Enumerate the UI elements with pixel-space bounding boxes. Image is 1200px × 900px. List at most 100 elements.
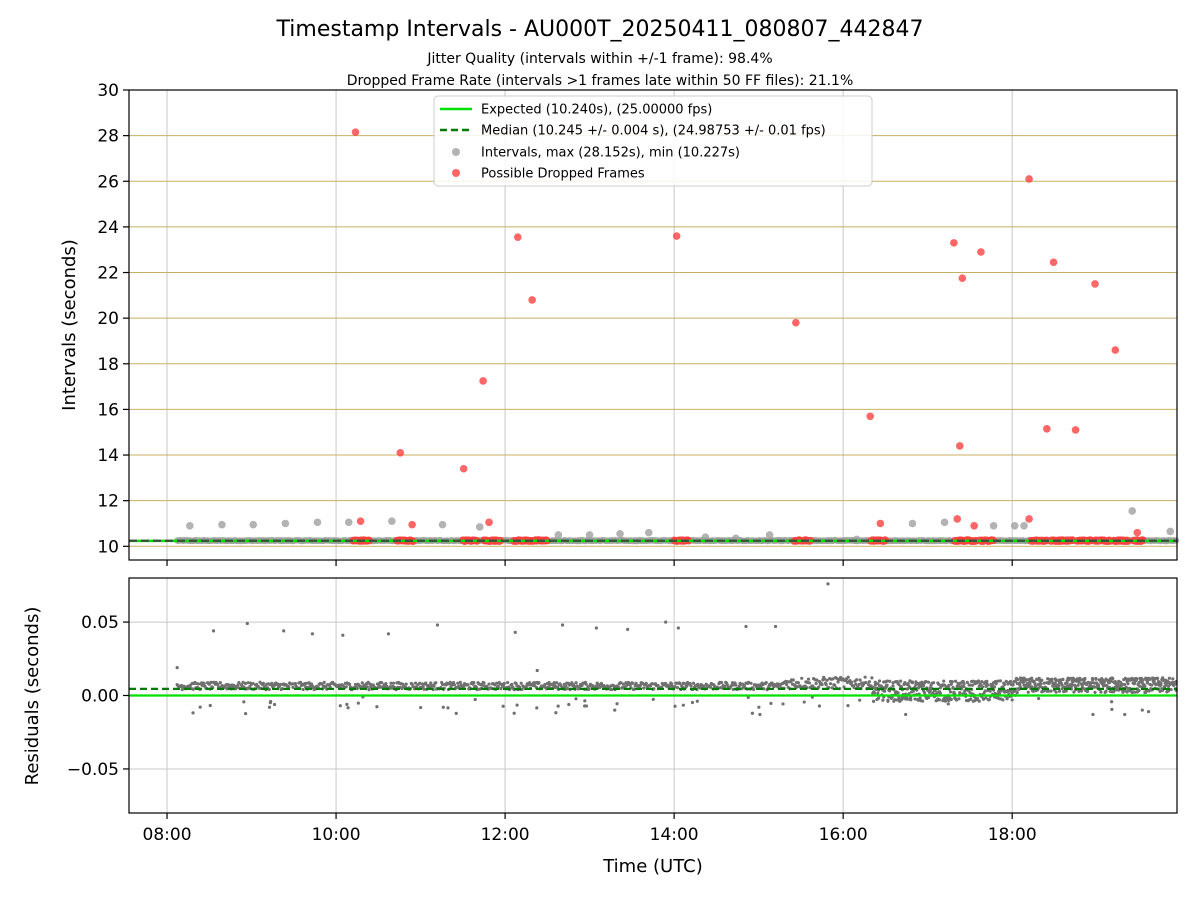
residual-point (510, 682, 514, 686)
residual-point (1133, 681, 1137, 685)
dropped-frame-point (351, 128, 360, 137)
x-tick-label: 10:00 (312, 825, 361, 845)
intervals-y-axis-label: Intervals (seconds) (59, 239, 80, 411)
residual-point (454, 711, 458, 715)
residual-point (926, 680, 931, 684)
intervals-y-tick-label: 12 (97, 492, 119, 512)
residual-point (695, 699, 699, 703)
residual-point (404, 682, 408, 686)
residual-point (615, 702, 619, 706)
residual-point (730, 681, 735, 685)
residual-point (953, 679, 958, 683)
residual-point (1013, 679, 1018, 683)
residual-point (244, 711, 248, 716)
residual-point (446, 706, 450, 710)
residual-point (515, 703, 519, 707)
residual-point (346, 706, 350, 710)
residual-point (870, 676, 874, 680)
dropped-frame-point (958, 274, 967, 283)
residual-point (584, 682, 588, 686)
dropped-frame-point (479, 377, 487, 385)
residual-point (957, 697, 961, 701)
residual-point (384, 682, 388, 686)
residual-point (968, 690, 972, 695)
residual-point (1018, 683, 1022, 687)
residuals-panel: 0.05 0.00 −0.05 08:00 10:00 12:00 14:00 16:00 1… (22, 577, 1178, 877)
residual-point (1004, 679, 1008, 683)
residual-outlier-point (594, 626, 598, 630)
residual-point (1110, 707, 1114, 712)
residual-point (725, 683, 729, 687)
dropped-frame-point (485, 518, 493, 527)
residual-point (965, 680, 970, 684)
residual-point (1064, 689, 1068, 693)
residual-point (440, 682, 445, 687)
residual-point (749, 681, 753, 685)
dropped-frame-point (955, 442, 964, 450)
x-axis-label: Time (UTC) (602, 856, 703, 877)
residual-point (272, 702, 277, 707)
residual-point (807, 681, 811, 685)
residual-point (906, 697, 910, 701)
residual-point (441, 705, 445, 709)
legend-dropped-label: Possible Dropped Frames (481, 167, 645, 182)
jitter-quality-subtitle: Jitter Quality (intervals within +/-1 fr… (426, 51, 772, 67)
residual-point (947, 698, 951, 703)
residual-point (267, 705, 272, 709)
residual-point (946, 702, 950, 706)
residual-point (746, 680, 751, 684)
residual-point (1072, 690, 1076, 694)
dropped-frame-rate-subtitle: Dropped Frame Rate (intervals >1 frames … (347, 73, 854, 89)
residual-point (881, 698, 885, 702)
residual-point (418, 681, 422, 685)
residual-point (1061, 677, 1065, 681)
residual-point (877, 696, 881, 700)
dropped-frame-point (1071, 426, 1080, 434)
residual-point (999, 689, 1003, 693)
residual-point (1138, 684, 1142, 688)
residual-point (891, 681, 895, 685)
residual-point (899, 698, 904, 702)
residual-point (1114, 688, 1118, 692)
residual-point (524, 685, 528, 689)
residual-point (389, 681, 393, 685)
residual-point (559, 683, 563, 688)
residual-point (502, 681, 506, 686)
interval-point (644, 528, 653, 537)
residual-point (1008, 679, 1013, 684)
residual-point (631, 681, 635, 685)
residual-point (971, 679, 975, 683)
residual-point (554, 711, 558, 715)
residual-point (552, 681, 556, 685)
residual-point (876, 691, 880, 695)
interval-point (313, 518, 322, 527)
residual-point (1083, 677, 1087, 681)
residual-point (983, 689, 987, 693)
residual-outlier-point (386, 632, 391, 636)
residual-point (1049, 689, 1053, 693)
residual-point (734, 683, 738, 687)
residual-point (992, 685, 997, 689)
residual-point (1030, 676, 1034, 680)
residual-point (241, 680, 245, 684)
interval-point (701, 533, 710, 541)
residual-point (757, 705, 761, 709)
residual-point (1026, 690, 1030, 694)
residual-outlier-point (664, 620, 668, 624)
residual-point (948, 690, 953, 694)
residual-outlier-point (676, 626, 680, 630)
residual-point (1134, 678, 1139, 682)
interval-point (616, 529, 624, 538)
residuals-y-tick-label: −0.05 (67, 760, 119, 780)
residual-point (830, 686, 834, 690)
residual-point (1047, 681, 1051, 685)
residual-outlier-point (245, 621, 249, 626)
residual-point (873, 680, 877, 684)
legend-intervals-label: Intervals, max (28.152s), min (10.227s) (481, 146, 740, 161)
residual-point (1037, 696, 1041, 701)
residual-point (1143, 684, 1147, 688)
residual-point (915, 681, 920, 686)
residual-point (644, 681, 648, 685)
residual-point (1089, 681, 1093, 685)
legend-box (433, 95, 873, 187)
